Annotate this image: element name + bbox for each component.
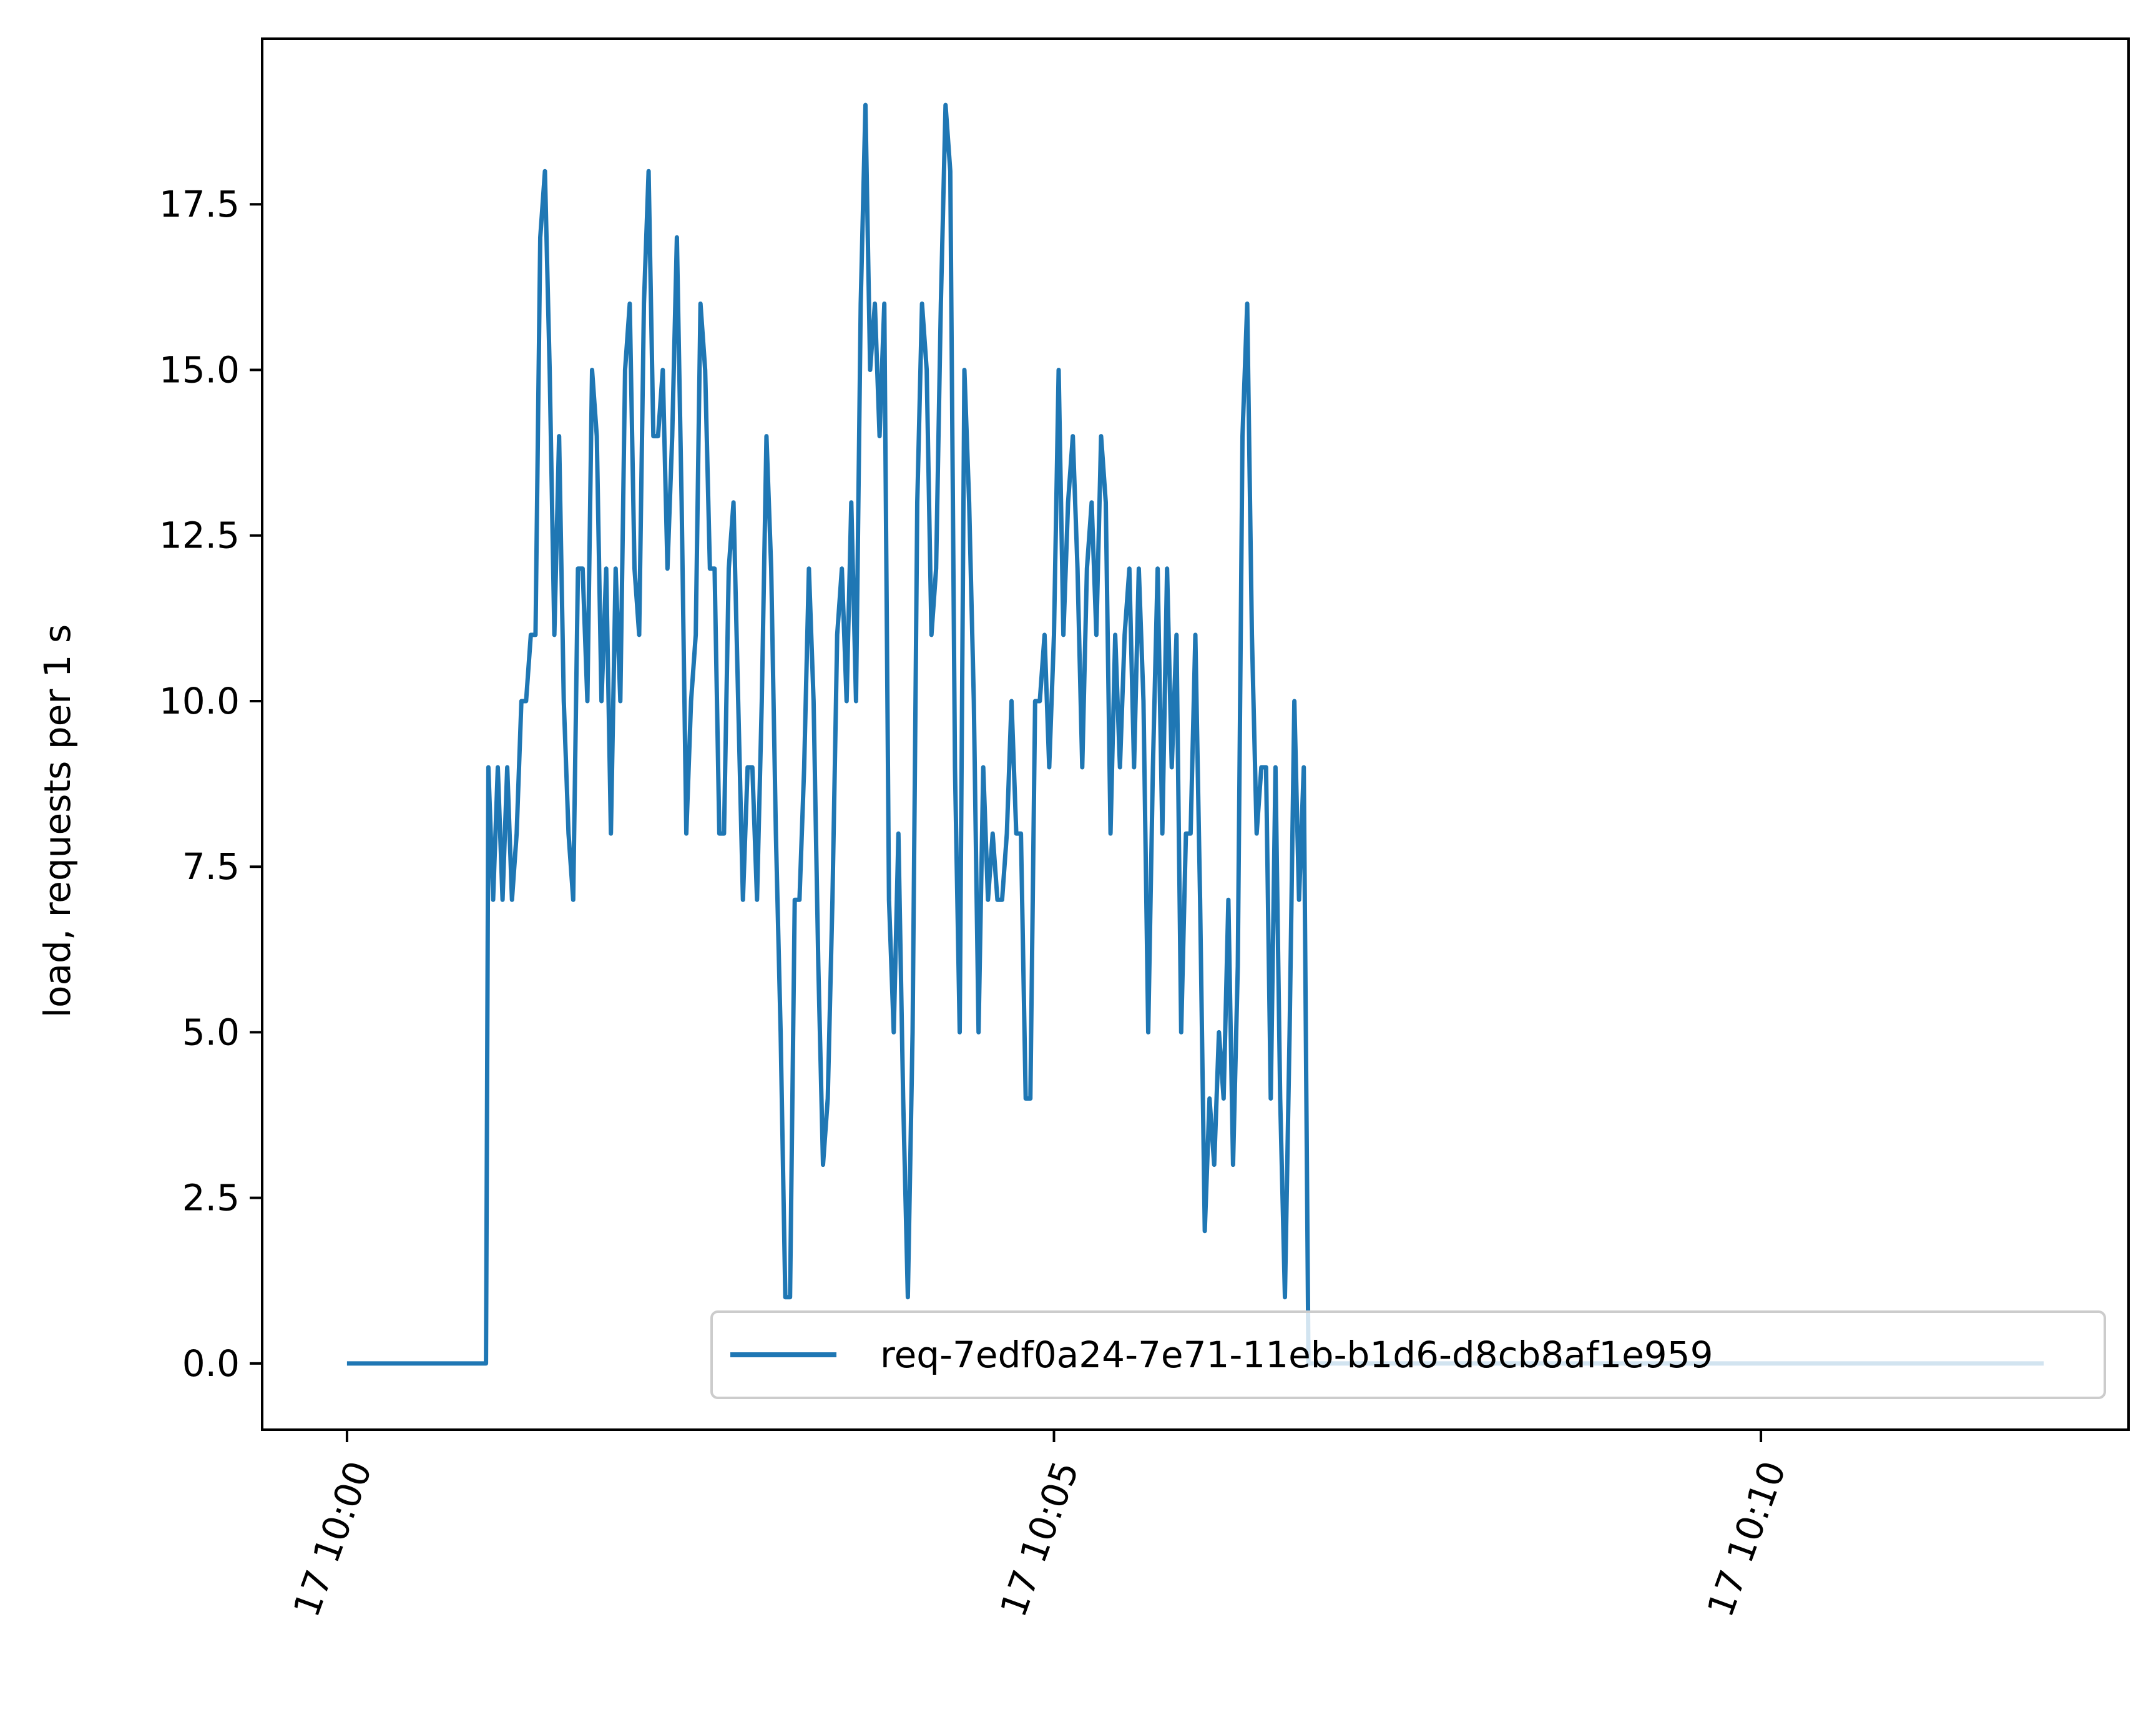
y-tick-label: 7.5 <box>182 845 240 888</box>
plot-area <box>261 37 2130 1431</box>
y-tick-label: 17.5 <box>159 183 240 225</box>
legend-entry-label: req-7edf0a24-7e71-11eb-b1d6-d8cb8af1e959 <box>880 1334 1713 1376</box>
plot-frame <box>261 37 2130 1431</box>
y-tick-label: 15.0 <box>159 348 240 391</box>
series-line-0 <box>346 102 2044 1366</box>
y-tick-label: 5.0 <box>182 1011 240 1053</box>
legend: req-7edf0a24-7e71-11eb-b1d6-d8cb8af1e959 <box>710 1310 2106 1399</box>
y-tick-label: 10.0 <box>159 680 240 722</box>
y-tick-label: 12.5 <box>159 514 240 557</box>
y-axis: 0.0 2.5 5.0 7.5 10.0 12.5 15.0 17.5 <box>159 183 262 1385</box>
y-axis-label: load, requests per 1 s <box>36 624 79 1018</box>
y-tick-label: 0.0 <box>182 1342 240 1385</box>
legend-frame <box>710 1310 2106 1399</box>
y-tick-label: 2.5 <box>182 1177 240 1219</box>
